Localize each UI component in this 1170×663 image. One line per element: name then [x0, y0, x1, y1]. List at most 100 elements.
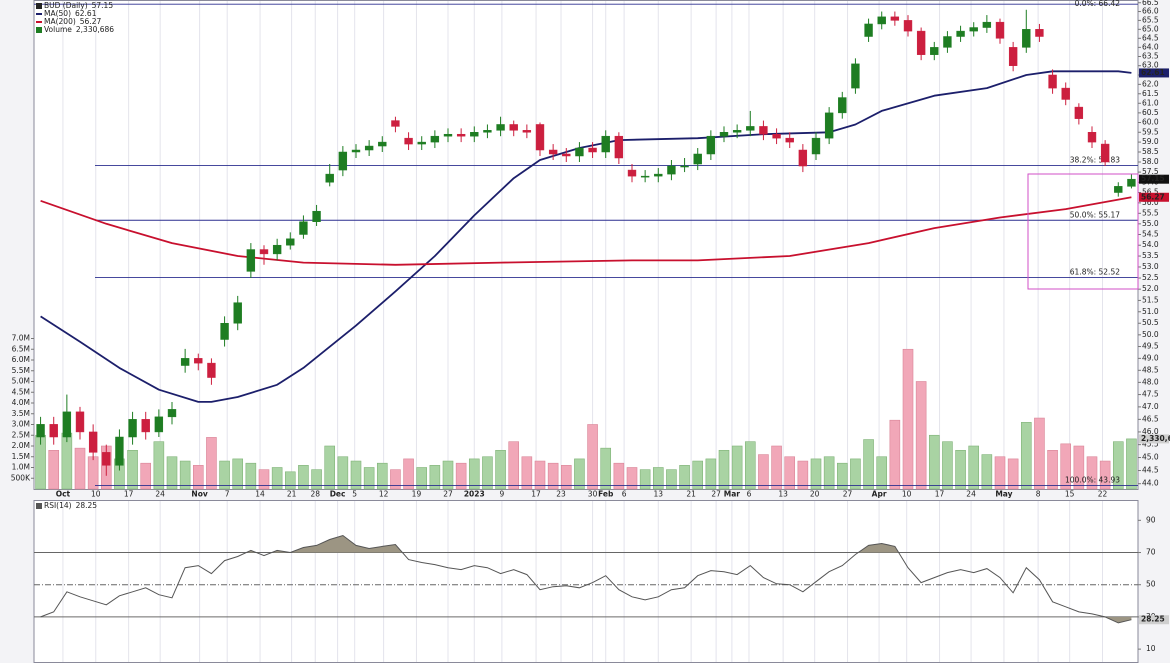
volume-bar	[705, 458, 717, 490]
y-tick-label: 63.0	[1142, 61, 1159, 70]
candle-body	[391, 120, 400, 127]
volume-bar	[679, 465, 690, 490]
candle-body	[680, 165, 689, 168]
y-tick-label: 49.0	[1142, 353, 1159, 362]
x-tick-label: 8	[1036, 490, 1041, 499]
volume-bar	[876, 456, 888, 490]
value-tag-bg	[1139, 174, 1169, 184]
y-tick-label: 62.0	[1142, 79, 1159, 88]
volume-tick-label: 3.0M	[12, 420, 30, 429]
candle-body	[838, 97, 847, 114]
y-tick-label: 44.5	[1142, 466, 1159, 475]
y-tick-label: 63.5	[1142, 52, 1159, 61]
x-tick-label: 23	[556, 490, 566, 499]
y-tick-label: 52.5	[1142, 273, 1159, 282]
volume-bar	[403, 458, 414, 490]
volume-bar	[74, 447, 86, 490]
volume-bar	[376, 462, 388, 490]
volume-bar	[639, 469, 651, 490]
y-tick-label: 44.0	[1142, 479, 1159, 488]
volume-bar	[442, 460, 454, 490]
volume-bar	[416, 467, 428, 490]
fib-label: 38.2%: 57.83	[1070, 155, 1120, 164]
volume-tick-label: 4.0M	[12, 398, 30, 407]
candle-body	[49, 424, 58, 438]
candle-body	[167, 409, 177, 418]
volume-bar	[1060, 443, 1072, 490]
candle-body	[1022, 29, 1031, 48]
volume-bar	[797, 460, 809, 490]
volume-bar	[810, 458, 822, 490]
legend-swatch	[36, 27, 42, 33]
rsi-legend-value: 28.25	[76, 501, 98, 510]
volume-bar	[1034, 417, 1045, 490]
volume-bar	[179, 460, 191, 490]
y-tick-label: 45.0	[1142, 453, 1159, 462]
candle-body	[312, 210, 321, 222]
candle-body	[286, 238, 295, 246]
candle-body	[364, 145, 374, 151]
volume-tick-label: 5.0M	[12, 377, 30, 386]
candle-body	[535, 124, 545, 151]
rsi-tick-label: 50	[1146, 580, 1156, 589]
volume-bar	[915, 381, 927, 490]
rsi-tick-label: 10	[1146, 644, 1156, 653]
x-tick-label: 24	[155, 490, 165, 499]
candle-body	[180, 358, 190, 366]
candle-body	[259, 249, 269, 255]
volume-bar	[192, 465, 204, 490]
candle-body	[562, 153, 571, 157]
candle-body	[903, 20, 913, 32]
volume-bar	[758, 454, 769, 490]
y-tick-label: 59.0	[1142, 137, 1159, 146]
volume-bar	[166, 456, 178, 490]
x-tick-label: 6	[622, 490, 627, 499]
volume-tick-label: 6.0M	[12, 355, 30, 364]
legend-swatch	[36, 503, 42, 509]
candle-body	[798, 149, 808, 167]
candle-body	[1114, 186, 1123, 193]
candle-body	[246, 249, 256, 272]
candle-body	[102, 452, 111, 466]
x-tick-label: 15	[1065, 490, 1075, 499]
volume-bar	[87, 456, 99, 490]
y-tick-label: 57.5	[1142, 167, 1159, 176]
candle-body	[1100, 143, 1110, 163]
volume-bar	[271, 467, 283, 490]
volume-tick-label: 5.5M	[12, 366, 30, 375]
volume-tick-label: 1.0M	[12, 463, 30, 472]
y-tick-label: 53.0	[1142, 262, 1159, 271]
candle-body	[1087, 132, 1097, 143]
legend-value: 62.61	[75, 9, 97, 18]
y-tick-label: 48.0	[1142, 377, 1159, 386]
candle-body	[811, 137, 821, 155]
volume-bar	[731, 445, 743, 490]
y-tick-label: 64.0	[1142, 42, 1159, 51]
candle-body	[916, 30, 926, 55]
volume-bar	[495, 449, 506, 490]
x-tick-label: 30	[588, 490, 598, 499]
volume-bar	[219, 460, 230, 490]
x-tick-label: 13	[778, 490, 788, 499]
volume-bar	[600, 447, 612, 490]
candle-body	[943, 36, 952, 48]
x-tick-label: 21	[287, 490, 297, 499]
fib-label: 100.0%: 43.93	[1065, 476, 1120, 485]
volume-bar	[153, 441, 165, 490]
x-tick-label: Mar	[724, 490, 741, 499]
candle-body	[759, 126, 768, 135]
rsi-tick-label: 70	[1146, 548, 1156, 557]
x-tick-label: 12	[379, 490, 389, 499]
volume-bar	[902, 348, 914, 490]
candle-body	[719, 132, 729, 137]
x-tick-label: 27	[843, 490, 853, 499]
candle-body	[890, 16, 900, 21]
y-tick-label: 64.5	[1142, 33, 1159, 42]
candle-body	[338, 151, 348, 171]
x-tick-label: 19	[412, 490, 422, 499]
candle-body	[706, 135, 716, 155]
y-tick-label: 65.0	[1142, 24, 1159, 33]
candle-body	[378, 141, 387, 147]
volume-bar	[1007, 458, 1019, 490]
legend-label: Volume	[44, 25, 72, 34]
